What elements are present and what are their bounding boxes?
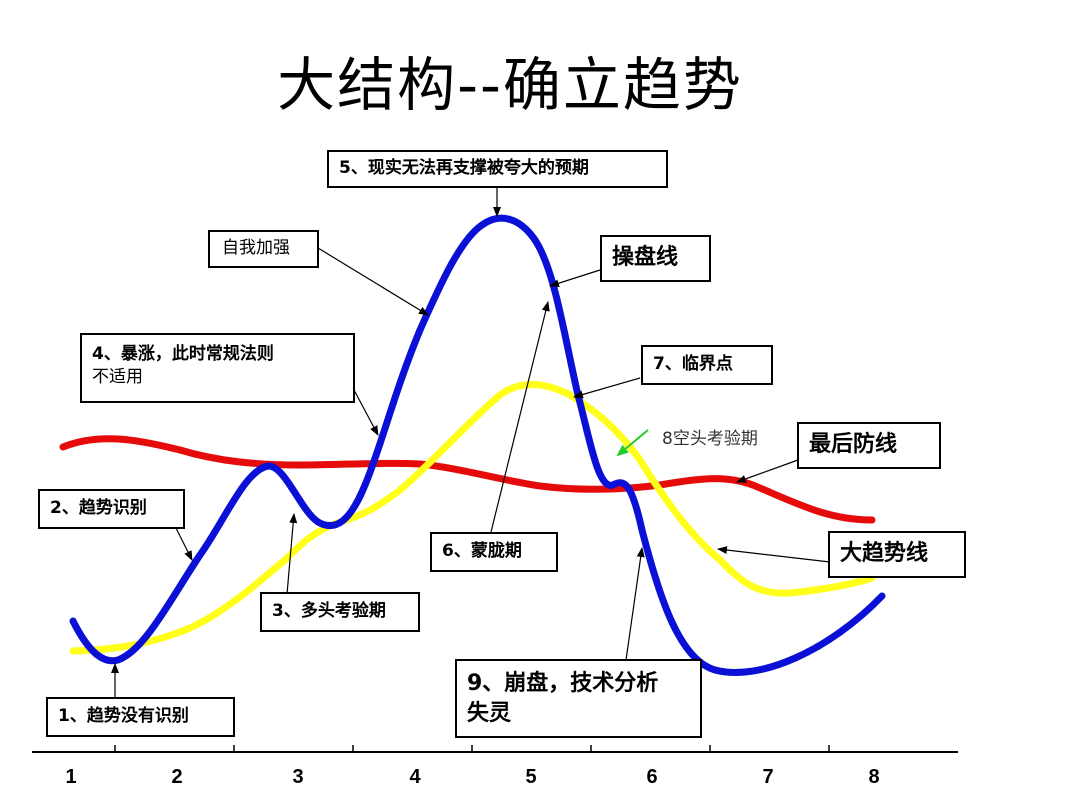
arrow-surge [353,389,379,436]
arrow-trend-id [174,525,193,561]
callout-operator-line: 操盘线 [600,235,711,282]
trend-line [69,381,876,655]
callout-hazy: 6、蒙胧期 [430,532,558,572]
arrow-critical [573,377,641,399]
x-tick-label: 3 [292,766,304,788]
callout-surge: 4、暴涨，此时常规法则 不适用 [80,333,355,403]
arrow-defense [736,459,799,483]
x-tick-label: 8 [868,766,880,788]
callout-trend-id: 2、趋势识别 [38,489,185,529]
callout-crash-line1: 9、崩盘，技术分析 [467,671,659,696]
arrow-major-trend [717,546,831,563]
x-tick-label: 5 [525,766,537,788]
operator-line [69,214,886,677]
callout-self-reinforce: 自我加强 [208,230,319,268]
x-tick-label: 7 [762,766,774,788]
callout-crash: 9、崩盘，技术分析 失灵 [455,659,702,738]
x-axis-ticks [114,745,830,752]
page-title: 大结构--确立趋势 [277,51,743,119]
callout-no-trend: 1、趋势没有识别 [46,697,235,737]
callout-surge-line2: 不适用 [92,366,143,387]
x-tick-label: 2 [171,766,183,788]
arrow-crash [625,547,645,661]
callout-bull-test: 3、多头考验期 [260,592,420,632]
arrow-self-reinforce [317,247,429,316]
arrow-short-test [616,429,649,457]
x-tick-label: 6 [646,766,658,788]
arrow-operator [549,269,601,288]
callout-surge-line1: 4、暴涨，此时常规法则 [92,344,274,364]
arrow-hazy [489,301,550,537]
callout-critical: 7、临界点 [641,345,773,385]
defense-line [59,435,876,524]
callout-last-defense: 最后防线 [797,422,941,469]
callout-major-trend: 大趋势线 [828,531,966,578]
callout-crash-line2: 失灵 [467,700,512,726]
label-short-test: 8空头考验期 [662,429,758,449]
x-tick-label: 4 [409,766,421,788]
callout-peak: 5、现实无法再支撑被夸大的预期 [327,150,668,188]
x-tick-label: 1 [65,766,77,788]
arrow-bull-test [286,513,298,595]
callout-arrows [111,188,831,698]
